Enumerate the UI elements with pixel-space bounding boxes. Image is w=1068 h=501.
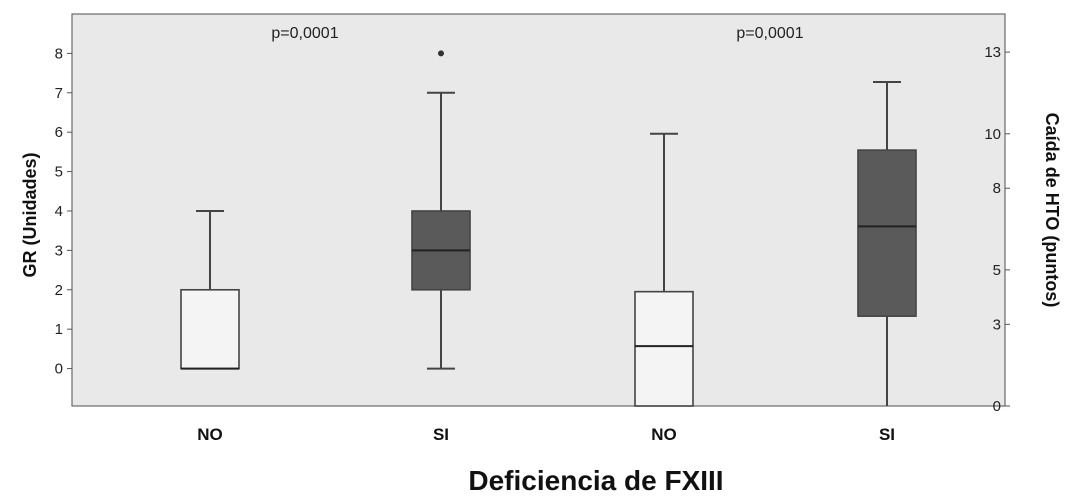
right-tick-label: 10 [984,126,1001,143]
left-tick-label: 0 [55,361,63,378]
left-tick-label: 2 [55,282,63,299]
left-tick-label: 6 [55,124,63,141]
box-iqr [180,288,240,370]
category-label-no: NO [651,425,677,444]
category-labels: NO SI NO SI [197,425,895,444]
right-tick-label: 8 [993,180,1001,197]
left-tick-label: 1 [55,321,63,338]
right-axis-title: Caída de HTO (puntos) [1042,113,1062,308]
box-group-no-left [180,209,240,370]
category-label-no: NO [197,425,223,444]
right-tick-label: 3 [993,316,1001,333]
right-tick-label: 13 [984,44,1001,61]
category-label-si: SI [879,425,895,444]
p-value-left: p=0,0001 [271,25,338,42]
outlier-point [438,50,444,57]
p-value-right: p=0,0001 [736,25,803,42]
left-tick-label: 4 [55,203,63,220]
category-label-si: SI [433,425,449,444]
box-iqr [634,290,694,407]
left-tick-label: 8 [55,45,63,62]
box-group-si-right [857,81,917,406]
right-y-axis: 0 3 5 8 10 13 [984,44,1010,415]
box-group-no-right [634,132,694,407]
left-tick-label: 3 [55,242,63,259]
x-axis-title: Deficiencia de FXIII [468,465,723,496]
box-group-si-left [411,50,471,370]
left-tick-label: 7 [55,85,63,102]
left-axis-title: GR (Unidades) [20,152,40,277]
left-y-axis: 0 1 2 3 4 5 6 7 8 [55,45,72,378]
box-iqr [857,149,917,317]
left-tick-label: 5 [55,164,63,181]
right-tick-label: 0 [993,398,1001,415]
boxes-layer [180,50,917,407]
right-tick-label: 5 [993,262,1001,279]
